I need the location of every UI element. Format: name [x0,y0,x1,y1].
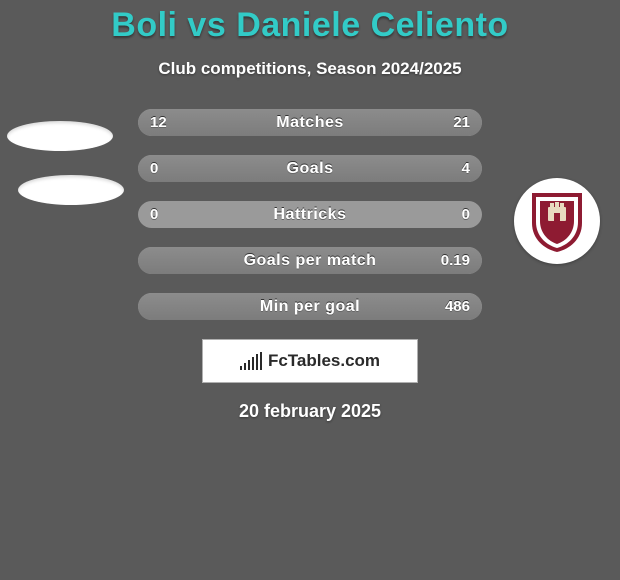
stats-panel: Matches1221Goals04Hattricks00Goals per m… [138,109,482,320]
player1-avatar-placeholder [7,121,113,151]
stat-label: Goals per match [138,247,482,274]
page-title: Boli vs Daniele Celiento [0,0,620,45]
player2-club-badge [514,178,600,264]
stat-value-right: 21 [453,109,470,136]
shield-icon [528,189,586,253]
brand-attribution[interactable]: FcTables.com [202,339,418,383]
stat-value-right: 486 [445,293,470,320]
barchart-icon [240,352,262,370]
stat-row: Goals0 4 [138,155,482,182]
subtitle: Club competitions, Season 2024/2025 [0,59,620,79]
stat-row: Min per goal486 [138,293,482,320]
brand-text: FcTables.com [268,351,380,371]
stat-label: Matches [138,109,482,136]
stat-value-left: 12 [150,109,167,136]
stat-value-left: 0 [150,155,158,182]
stat-row: Goals per match0.19 [138,247,482,274]
stat-row: Hattricks0 0 [138,201,482,228]
stat-label: Hattricks [138,201,482,228]
snapshot-date: 20 february 2025 [0,401,620,422]
stat-label: Goals [138,155,482,182]
stat-label: Min per goal [138,293,482,320]
stat-value-right: 0 [462,201,470,228]
stat-value-right: 4 [462,155,470,182]
stat-value-right: 0.19 [441,247,470,274]
stat-value-left: 0 [150,201,158,228]
stat-row: Matches12 21 [138,109,482,136]
player1-club-placeholder [18,175,124,205]
